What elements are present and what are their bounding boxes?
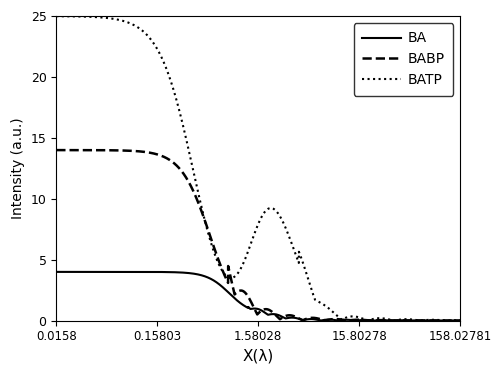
BABP	[208, 235, 214, 240]
BA	[296, 316, 302, 321]
BABP	[296, 316, 302, 321]
X-axis label: X(λ): X(λ)	[242, 349, 274, 364]
Legend: BA, BABP, BATP: BA, BABP, BATP	[354, 23, 453, 96]
BABP	[127, 148, 133, 153]
BATP	[355, 315, 361, 319]
BA	[355, 318, 361, 322]
Line: BATP: BATP	[56, 16, 460, 321]
BA	[457, 318, 463, 323]
BABP	[316, 316, 322, 321]
BATP	[391, 318, 397, 323]
BA	[385, 318, 391, 322]
BATP	[53, 14, 59, 18]
BABP	[385, 318, 391, 322]
BABP	[355, 318, 361, 322]
BABP	[413, 318, 419, 323]
Line: BABP: BABP	[56, 150, 460, 321]
BABP	[53, 148, 59, 152]
BA	[316, 318, 322, 322]
BABP	[457, 318, 463, 323]
BA	[424, 318, 430, 323]
Y-axis label: Intensity (a.u.): Intensity (a.u.)	[11, 117, 25, 219]
BATP	[457, 318, 463, 322]
BATP	[385, 317, 391, 321]
BATP	[316, 300, 322, 304]
Line: BA: BA	[56, 272, 460, 321]
BATP	[296, 260, 302, 265]
BA	[53, 270, 59, 274]
BATP	[208, 239, 214, 244]
BATP	[127, 21, 133, 26]
BA	[208, 276, 214, 281]
BA	[127, 270, 133, 274]
